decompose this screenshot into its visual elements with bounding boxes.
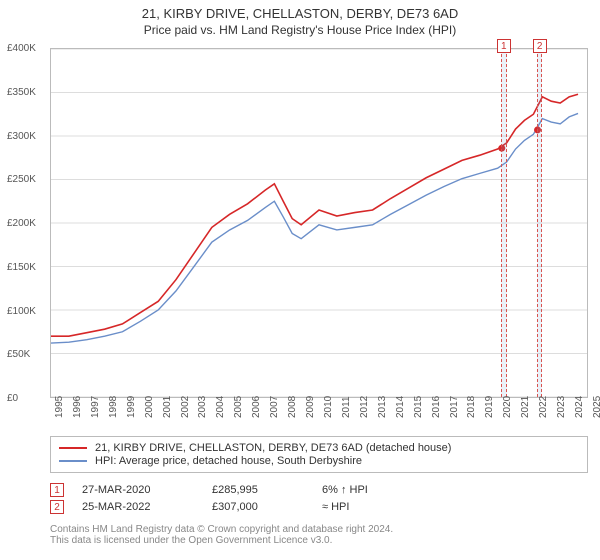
x-axis-tick-label: 2024 bbox=[574, 396, 585, 418]
transaction-marker: 2 bbox=[50, 500, 64, 514]
x-axis-tick-label: 2021 bbox=[520, 396, 531, 418]
x-axis-tick-label: 2002 bbox=[180, 396, 191, 418]
legend-label-hpi: HPI: Average price, detached house, Sout… bbox=[95, 455, 362, 467]
transaction-date: 25-MAR-2022 bbox=[82, 501, 212, 513]
transaction-note: 6% ↑ HPI bbox=[322, 484, 452, 496]
y-axis-tick-label: £50K bbox=[7, 349, 30, 360]
footer-line: This data is licensed under the Open Gov… bbox=[50, 535, 588, 546]
x-axis-tick-label: 2009 bbox=[305, 396, 316, 418]
annotation-number: 1 bbox=[497, 39, 511, 53]
x-axis-tick-label: 1996 bbox=[72, 396, 83, 418]
x-axis-tick-label: 2013 bbox=[377, 396, 388, 418]
x-axis-tick-label: 2006 bbox=[251, 396, 262, 418]
x-axis-tick-label: 2022 bbox=[538, 396, 549, 418]
y-axis-tick-label: £100K bbox=[7, 306, 36, 317]
transactions-table: 1 27-MAR-2020 £285,995 6% ↑ HPI 2 25-MAR… bbox=[50, 480, 588, 517]
legend-swatch-price bbox=[59, 447, 87, 449]
transaction-row: 2 25-MAR-2022 £307,000 ≈ HPI bbox=[50, 500, 588, 514]
x-axis-tick-label: 2014 bbox=[395, 396, 406, 418]
x-axis-tick-label: 2019 bbox=[484, 396, 495, 418]
x-axis-tick-label: 2008 bbox=[287, 396, 298, 418]
legend-item-hpi: HPI: Average price, detached house, Sout… bbox=[59, 455, 579, 467]
title-area: 21, KIRBY DRIVE, CHELLASTON, DERBY, DE73… bbox=[0, 0, 600, 39]
x-axis-tick-label: 2010 bbox=[323, 396, 334, 418]
x-axis-tick-label: 2015 bbox=[413, 396, 424, 418]
transaction-price: £285,995 bbox=[212, 484, 322, 496]
x-axis-tick-label: 2018 bbox=[466, 396, 477, 418]
x-axis-tick-label: 2004 bbox=[215, 396, 226, 418]
transaction-date: 27-MAR-2020 bbox=[82, 484, 212, 496]
chart-subtitle: Price paid vs. HM Land Registry's House … bbox=[0, 23, 600, 37]
x-axis-tick-label: 1998 bbox=[108, 396, 119, 418]
annotation-number: 2 bbox=[533, 39, 547, 53]
x-axis-tick-label: 2007 bbox=[269, 396, 280, 418]
chart-plot-area: 12£0£50K£100K£150K£200K£250K£300K£350K£4… bbox=[50, 48, 588, 398]
y-axis-tick-label: £200K bbox=[7, 218, 36, 229]
legend-item-price: 21, KIRBY DRIVE, CHELLASTON, DERBY, DE73… bbox=[59, 442, 579, 454]
transaction-note: ≈ HPI bbox=[322, 501, 452, 513]
footer-line: Contains HM Land Registry data © Crown c… bbox=[50, 524, 588, 535]
transaction-price: £307,000 bbox=[212, 501, 322, 513]
x-axis-tick-label: 2005 bbox=[233, 396, 244, 418]
legend-label-price: 21, KIRBY DRIVE, CHELLASTON, DERBY, DE73… bbox=[95, 442, 451, 454]
x-axis-tick-label: 1999 bbox=[126, 396, 137, 418]
x-axis-tick-label: 1995 bbox=[54, 396, 65, 418]
y-axis-tick-label: £300K bbox=[7, 131, 36, 142]
legend-box: 21, KIRBY DRIVE, CHELLASTON, DERBY, DE73… bbox=[50, 436, 588, 473]
x-axis-tick-label: 2003 bbox=[197, 396, 208, 418]
transaction-marker: 1 bbox=[50, 483, 64, 497]
annotation-band bbox=[537, 49, 542, 397]
annotation-band bbox=[501, 49, 506, 397]
y-axis-tick-label: £250K bbox=[7, 174, 36, 185]
chart-svg bbox=[51, 49, 587, 397]
x-axis-tick-label: 2012 bbox=[359, 396, 370, 418]
y-axis-tick-label: £150K bbox=[7, 262, 36, 273]
y-axis-tick-label: £400K bbox=[7, 43, 36, 54]
y-axis-tick-label: £0 bbox=[7, 393, 18, 404]
legend-swatch-hpi bbox=[59, 460, 87, 462]
x-axis-tick-label: 2011 bbox=[341, 396, 352, 418]
footer-attribution: Contains HM Land Registry data © Crown c… bbox=[50, 524, 588, 546]
y-axis-tick-label: £350K bbox=[7, 87, 36, 98]
x-axis-tick-label: 2025 bbox=[592, 396, 600, 418]
x-axis-tick-label: 2023 bbox=[556, 396, 567, 418]
transaction-row: 1 27-MAR-2020 £285,995 6% ↑ HPI bbox=[50, 483, 588, 497]
x-axis-tick-label: 2001 bbox=[162, 396, 173, 418]
x-axis-tick-label: 2000 bbox=[144, 396, 155, 418]
x-axis-tick-label: 1997 bbox=[90, 396, 101, 418]
x-axis-tick-label: 2017 bbox=[449, 396, 460, 418]
chart-title: 21, KIRBY DRIVE, CHELLASTON, DERBY, DE73… bbox=[0, 6, 600, 21]
x-axis-tick-label: 2020 bbox=[502, 396, 513, 418]
x-axis-tick-label: 2016 bbox=[431, 396, 442, 418]
